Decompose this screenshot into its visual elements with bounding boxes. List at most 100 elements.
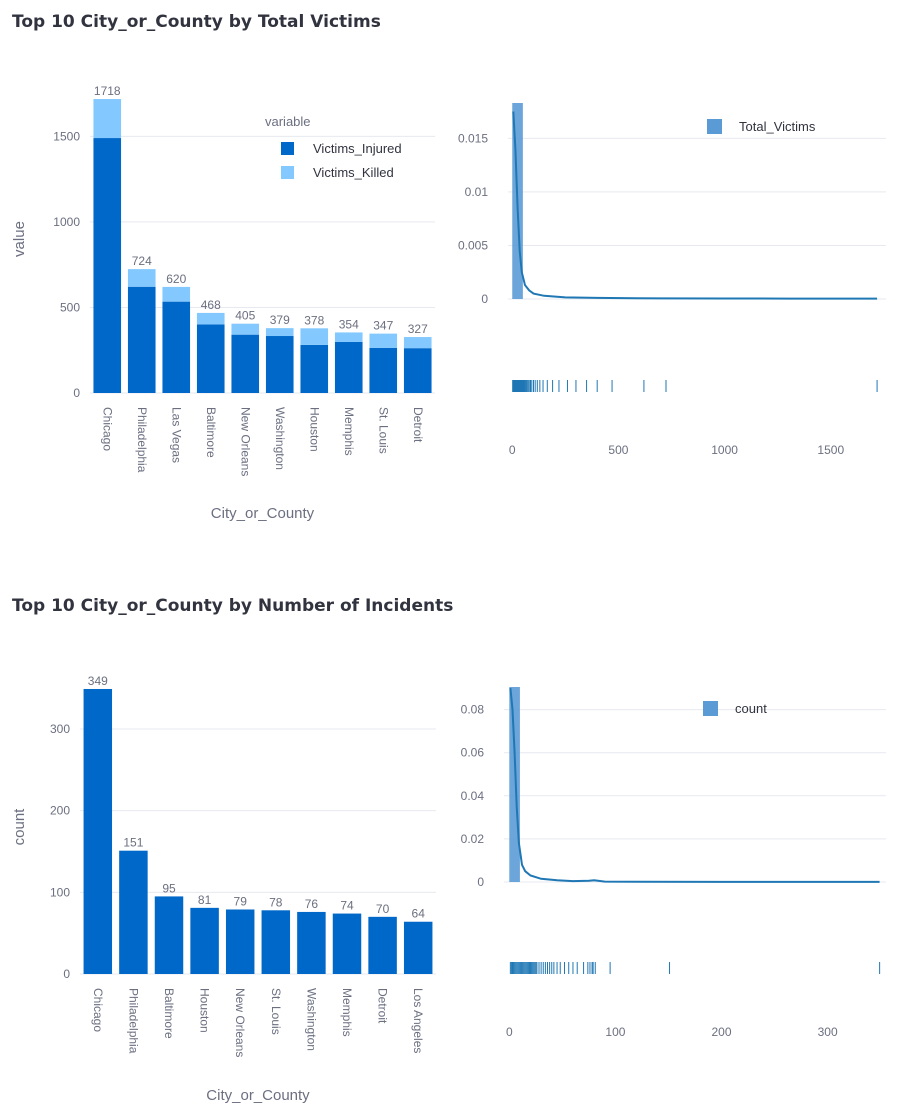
legend-label: Victims_Killed bbox=[313, 165, 394, 180]
bar bbox=[225, 909, 255, 974]
bar-victims-injured bbox=[334, 342, 363, 393]
incidents-distribution-chart: 0 0.02 0.04 0.06 0.08 0 100 200 300 count bbox=[461, 687, 886, 1039]
bar-value-label: 151 bbox=[123, 836, 143, 850]
bar-value-label: 74 bbox=[340, 899, 354, 913]
bar-value-label: 724 bbox=[132, 254, 152, 268]
legend-swatch bbox=[281, 166, 294, 179]
x-tick-label: Baltimore bbox=[204, 407, 218, 458]
legend-swatch bbox=[703, 701, 718, 716]
y-tick-label: 0.08 bbox=[461, 703, 485, 717]
y-tick-label: 100 bbox=[50, 885, 70, 899]
x-tick-label: Houston bbox=[307, 407, 321, 452]
x-tick-label: Memphis bbox=[342, 407, 356, 456]
legend-swatch bbox=[281, 142, 294, 155]
bar-victims-injured bbox=[127, 286, 156, 393]
bar-value-label: 347 bbox=[373, 319, 393, 333]
bar-victims-injured bbox=[231, 334, 260, 393]
y-axis-title: count bbox=[11, 808, 28, 846]
x-tick-label: Detroit bbox=[376, 988, 390, 1024]
bar bbox=[119, 850, 148, 974]
y-tick-label: 0 bbox=[477, 875, 484, 889]
bar-value-label: 405 bbox=[235, 309, 255, 323]
x-tick-label: Memphis bbox=[340, 988, 354, 1037]
x-tick-label: Washington bbox=[273, 407, 287, 470]
bar-victims-injured bbox=[162, 301, 191, 393]
bar-victims-injured bbox=[369, 347, 398, 393]
bar-value-label: 70 bbox=[376, 902, 390, 916]
x-tick-label: Chicago bbox=[91, 988, 105, 1032]
y-axis-title: value bbox=[11, 221, 28, 257]
x-tick-label: 200 bbox=[712, 1025, 732, 1039]
y-tick-label: 300 bbox=[50, 722, 70, 736]
x-tick-label: Houston bbox=[198, 988, 212, 1033]
bar-victims-injured bbox=[93, 138, 122, 393]
bar-victims-killed bbox=[162, 286, 191, 302]
x-tick-label: New Orleans bbox=[233, 988, 247, 1057]
bar-victims-killed bbox=[265, 328, 294, 337]
bar bbox=[297, 911, 326, 974]
x-tick-label: 1000 bbox=[711, 443, 738, 457]
x-tick-label: New Orleans bbox=[238, 407, 252, 476]
y-tick-label: 1000 bbox=[53, 215, 80, 229]
legend-swatch bbox=[707, 119, 722, 134]
bar-value-label: 378 bbox=[304, 313, 324, 327]
bar-value-label: 379 bbox=[270, 313, 290, 327]
x-tick-label: Washington bbox=[304, 988, 318, 1051]
bar-victims-injured bbox=[403, 348, 432, 393]
bar-value-label: 468 bbox=[201, 298, 221, 312]
y-tick-label: 0 bbox=[73, 386, 80, 400]
x-tick-label: Philadelphia bbox=[126, 988, 140, 1054]
bar-victims-killed bbox=[300, 328, 329, 345]
bar-value-label: 1718 bbox=[94, 84, 121, 98]
bar-victims-killed bbox=[334, 332, 363, 343]
bar bbox=[83, 688, 113, 974]
x-tick-label: Chicago bbox=[100, 407, 114, 451]
x-tick-label: 0 bbox=[509, 443, 516, 457]
bar-victims-killed bbox=[93, 99, 122, 139]
bar-victims-injured bbox=[196, 324, 225, 393]
x-tick-label: Philadelphia bbox=[135, 407, 149, 473]
x-tick-label: 500 bbox=[608, 443, 628, 457]
bar bbox=[403, 921, 433, 974]
y-tick-label: 0 bbox=[63, 967, 70, 981]
bar-victims-killed bbox=[231, 323, 260, 335]
bar-value-label: 79 bbox=[234, 894, 248, 908]
bar-value-label: 349 bbox=[88, 674, 108, 688]
bar-value-label: 81 bbox=[198, 893, 212, 907]
bar bbox=[154, 896, 184, 974]
y-tick-label: 0.04 bbox=[461, 789, 485, 803]
density-curve bbox=[512, 111, 878, 300]
section-title-incidents: Top 10 City_or_County by Number of Incid… bbox=[12, 596, 454, 616]
y-tick-label: 500 bbox=[60, 300, 80, 314]
x-axis-title: City_or_County bbox=[206, 1087, 310, 1104]
bar-victims-killed bbox=[127, 269, 156, 287]
victims-bar-chart: 0 500 1000 1500 1718 Chicago 724 Philadelphia 62… bbox=[11, 84, 435, 522]
bar bbox=[261, 910, 291, 974]
y-tick-label: 0.01 bbox=[465, 185, 489, 199]
y-tick-label: 0.005 bbox=[458, 238, 488, 252]
victims-distribution-chart: 0 0.005 0.01 0.015 0 500 1000 1500 Total_Victims bbox=[458, 103, 886, 457]
bar-value-label: 76 bbox=[305, 897, 319, 911]
bar-value-label: 95 bbox=[162, 881, 176, 895]
x-tick-label: 100 bbox=[605, 1025, 625, 1039]
y-tick-label: 0.06 bbox=[461, 746, 485, 760]
section-title-victims: Top 10 City_or_County by Total Victims bbox=[12, 12, 381, 32]
histogram-bar bbox=[509, 687, 520, 882]
y-tick-label: 0 bbox=[481, 292, 488, 306]
bar-victims-killed bbox=[403, 337, 432, 349]
legend-label: count bbox=[735, 701, 767, 716]
bar-victims-killed bbox=[196, 312, 225, 325]
bar-victims-injured bbox=[300, 344, 329, 393]
density-curve bbox=[509, 688, 880, 883]
x-tick-label: Baltimore bbox=[162, 988, 176, 1039]
x-tick-label: 300 bbox=[818, 1025, 838, 1039]
bar-victims-injured bbox=[265, 336, 294, 393]
bar bbox=[332, 913, 362, 974]
legend-label: Victims_Injured bbox=[313, 141, 402, 156]
bar-value-label: 620 bbox=[166, 272, 186, 286]
x-tick-label: Los Angeles bbox=[411, 988, 425, 1053]
x-tick-label: Las Vegas bbox=[169, 407, 183, 463]
bar-victims-killed bbox=[369, 333, 398, 348]
bar-value-label: 354 bbox=[339, 317, 359, 331]
y-tick-label: 0.02 bbox=[461, 832, 485, 846]
